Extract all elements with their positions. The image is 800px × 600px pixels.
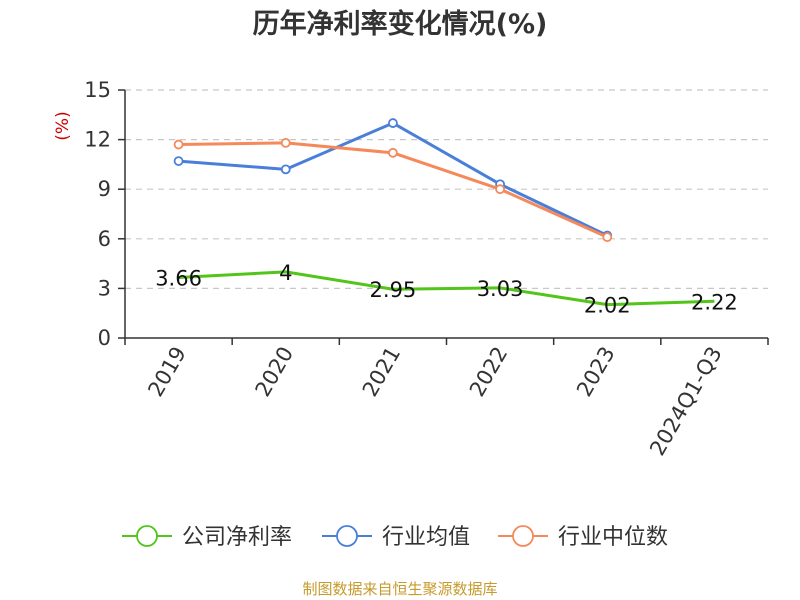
y-tick-label: 0 bbox=[98, 326, 111, 350]
data-label: 2.22 bbox=[691, 290, 738, 314]
data-point bbox=[388, 118, 398, 128]
legend-item[interactable]: 行业均值 bbox=[322, 525, 470, 550]
x-tick-label: 2019 bbox=[143, 343, 191, 401]
source-note: 制图数据来自恒生聚源数据库 bbox=[302, 580, 497, 598]
data-label: 3.03 bbox=[477, 277, 524, 301]
data-point bbox=[173, 156, 184, 166]
y-tick-label: 6 bbox=[98, 227, 111, 251]
x-tick-label: 2024Q1-Q3 bbox=[645, 343, 727, 460]
y-axis-unit-label: (%) bbox=[53, 111, 73, 140]
legend-label: 行业均值 bbox=[382, 525, 470, 550]
x-tick-label: 2020 bbox=[251, 343, 299, 401]
data-point bbox=[280, 164, 291, 175]
legend-marker-icon bbox=[512, 525, 534, 547]
legend-marker-icon bbox=[336, 525, 358, 547]
data-point bbox=[602, 232, 613, 243]
data-point bbox=[388, 147, 398, 158]
x-tick-label: 2021 bbox=[358, 343, 406, 401]
grid-lines bbox=[125, 89, 768, 289]
series-lines bbox=[173, 118, 715, 307]
data-point bbox=[173, 139, 184, 150]
legend-item[interactable]: 行业中位数 bbox=[498, 525, 668, 550]
legend[interactable]: 公司净利率 行业均值 行业中位数 bbox=[122, 525, 668, 550]
x-tick-label: 2022 bbox=[465, 343, 513, 401]
data-label: 4 bbox=[279, 261, 292, 285]
legend-marker-icon bbox=[136, 525, 158, 547]
data-label: 2.02 bbox=[584, 294, 631, 318]
axes bbox=[124, 90, 768, 339]
legend-label: 公司净利率 bbox=[182, 525, 292, 550]
data-point bbox=[280, 138, 291, 148]
y-tick-label: 3 bbox=[98, 276, 111, 300]
data-labels: 3.66 4 2.95 3.03 2.02 2.22 bbox=[155, 261, 738, 318]
chart-title: 历年净利率变化情况(%) bbox=[253, 8, 548, 40]
y-tick-label: 12 bbox=[84, 128, 111, 152]
legend-label: 行业中位数 bbox=[558, 525, 668, 550]
y-tick-label: 15 bbox=[84, 78, 111, 102]
data-label: 3.66 bbox=[155, 266, 202, 290]
legend-item[interactable]: 公司净利率 bbox=[122, 525, 292, 550]
data-label: 2.95 bbox=[370, 278, 417, 302]
y-tick-label: 9 bbox=[98, 177, 111, 201]
x-tick-label: 2023 bbox=[572, 343, 620, 401]
x-axis-ticks: 2019 2020 2021 2022 2023 2024Q1-Q3 bbox=[124, 338, 769, 460]
data-point bbox=[495, 184, 505, 195]
series-line bbox=[178, 270, 715, 307]
y-axis-ticks: 0 3 6 9 12 15 bbox=[84, 78, 125, 350]
